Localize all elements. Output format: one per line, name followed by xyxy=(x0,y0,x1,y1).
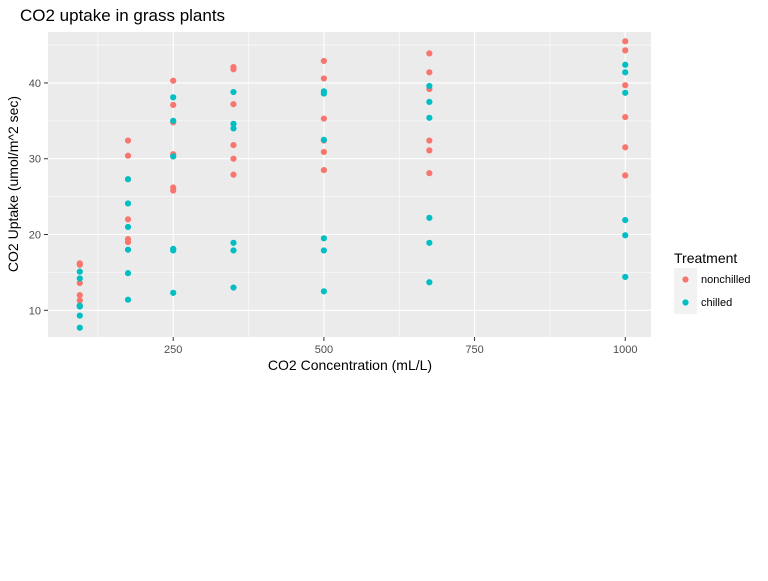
chilled-point xyxy=(76,268,83,275)
x-axis-label: CO2 Concentration (mL/L) xyxy=(268,357,432,373)
x-tick-label: 1000 xyxy=(613,344,637,356)
nonchilled-point xyxy=(170,101,177,109)
nonchilled-point xyxy=(426,147,433,154)
chart-title: CO2 uptake in grass plants xyxy=(20,6,225,25)
nonchilled-point xyxy=(230,155,237,162)
chilled-point xyxy=(426,114,433,121)
chilled-point xyxy=(230,88,237,96)
chilled-point xyxy=(230,120,237,127)
chilled-point xyxy=(622,273,629,281)
chilled-point xyxy=(124,246,132,253)
legend-key-nonchilled xyxy=(682,276,689,283)
y-tick-label: 10 xyxy=(29,305,41,317)
nonchilled-point xyxy=(76,292,83,299)
chilled-point xyxy=(124,200,132,207)
nonchilled-point xyxy=(76,279,83,287)
nonchilled-point xyxy=(320,148,327,156)
chilled-point xyxy=(170,289,177,296)
nonchilled-point xyxy=(230,171,237,178)
y-tick-label: 30 xyxy=(29,154,41,166)
chilled-point xyxy=(76,302,83,309)
nonchilled-point xyxy=(76,260,83,267)
nonchilled-point xyxy=(622,172,629,179)
chilled-point xyxy=(170,94,177,101)
plot-panel xyxy=(48,32,651,337)
chilled-point xyxy=(426,82,433,90)
chilled-point xyxy=(230,247,237,254)
chilled-point xyxy=(170,117,177,124)
legend-label-nonchilled: nonchilled xyxy=(701,274,751,286)
nonchilled-point xyxy=(124,152,132,159)
chilled-point xyxy=(426,98,433,106)
nonchilled-point xyxy=(170,184,177,191)
chilled-point xyxy=(124,270,132,277)
chilled-point xyxy=(622,69,629,76)
chilled-point xyxy=(320,288,327,295)
chilled-point xyxy=(170,153,177,160)
chilled-point xyxy=(124,176,132,183)
nonchilled-point xyxy=(124,137,132,144)
nonchilled-point xyxy=(320,115,327,122)
chilled-point xyxy=(622,61,629,68)
nonchilled-point xyxy=(230,141,237,149)
nonchilled-point xyxy=(622,38,629,45)
y-tick-label: 20 xyxy=(29,230,41,242)
chilled-point xyxy=(622,217,629,224)
nonchilled-point xyxy=(320,75,327,82)
x-axis: 250 500 750 1000 xyxy=(164,337,637,356)
chilled-point xyxy=(622,232,629,239)
nonchilled-point xyxy=(76,297,83,304)
nonchilled-point xyxy=(622,144,629,151)
chilled-point xyxy=(230,284,237,291)
chilled-point xyxy=(76,324,83,331)
x-tick-label: 750 xyxy=(465,344,483,356)
chilled-point xyxy=(320,235,327,242)
legend-key-chilled xyxy=(682,299,689,306)
y-axis-label: CO2 Uptake (umol/m^2 sec) xyxy=(5,96,21,272)
chilled-point xyxy=(622,89,629,96)
legend-title: Treatment xyxy=(674,250,737,266)
legend-label-chilled: chilled xyxy=(701,297,732,309)
nonchilled-point xyxy=(320,167,327,174)
legend: Treatment nonchilled chilled xyxy=(674,250,751,314)
nonchilled-point xyxy=(320,57,327,65)
chilled-point xyxy=(230,239,237,246)
chilled-point xyxy=(124,223,132,231)
nonchilled-point xyxy=(622,113,629,121)
chilled-point xyxy=(426,214,433,221)
chilled-point xyxy=(426,239,433,246)
nonchilled-point xyxy=(230,101,237,108)
chilled-point xyxy=(320,136,327,143)
chilled-point xyxy=(320,88,327,95)
chilled-point xyxy=(320,247,327,254)
chilled-point xyxy=(76,312,83,319)
nonchilled-point xyxy=(426,50,433,57)
chilled-point xyxy=(230,125,237,132)
chilled-point xyxy=(426,279,433,286)
y-tick-label: 40 xyxy=(29,78,41,90)
nonchilled-point xyxy=(124,216,132,223)
nonchilled-point xyxy=(426,137,433,144)
y-axis: 10 20 30 40 xyxy=(29,78,48,317)
nonchilled-point xyxy=(124,238,132,246)
nonchilled-point xyxy=(230,63,237,71)
nonchilled-point xyxy=(170,77,177,84)
x-tick-label: 250 xyxy=(164,344,182,356)
nonchilled-point xyxy=(622,47,629,54)
nonchilled-point xyxy=(622,82,629,89)
chilled-point xyxy=(124,296,132,303)
nonchilled-point xyxy=(426,69,433,76)
points-layer xyxy=(76,38,629,331)
chilled-point xyxy=(170,247,177,254)
x-tick-label: 500 xyxy=(315,344,333,356)
chilled-point xyxy=(76,275,83,282)
nonchilled-point xyxy=(426,170,433,177)
legend-items: nonchilled chilled xyxy=(674,268,751,314)
